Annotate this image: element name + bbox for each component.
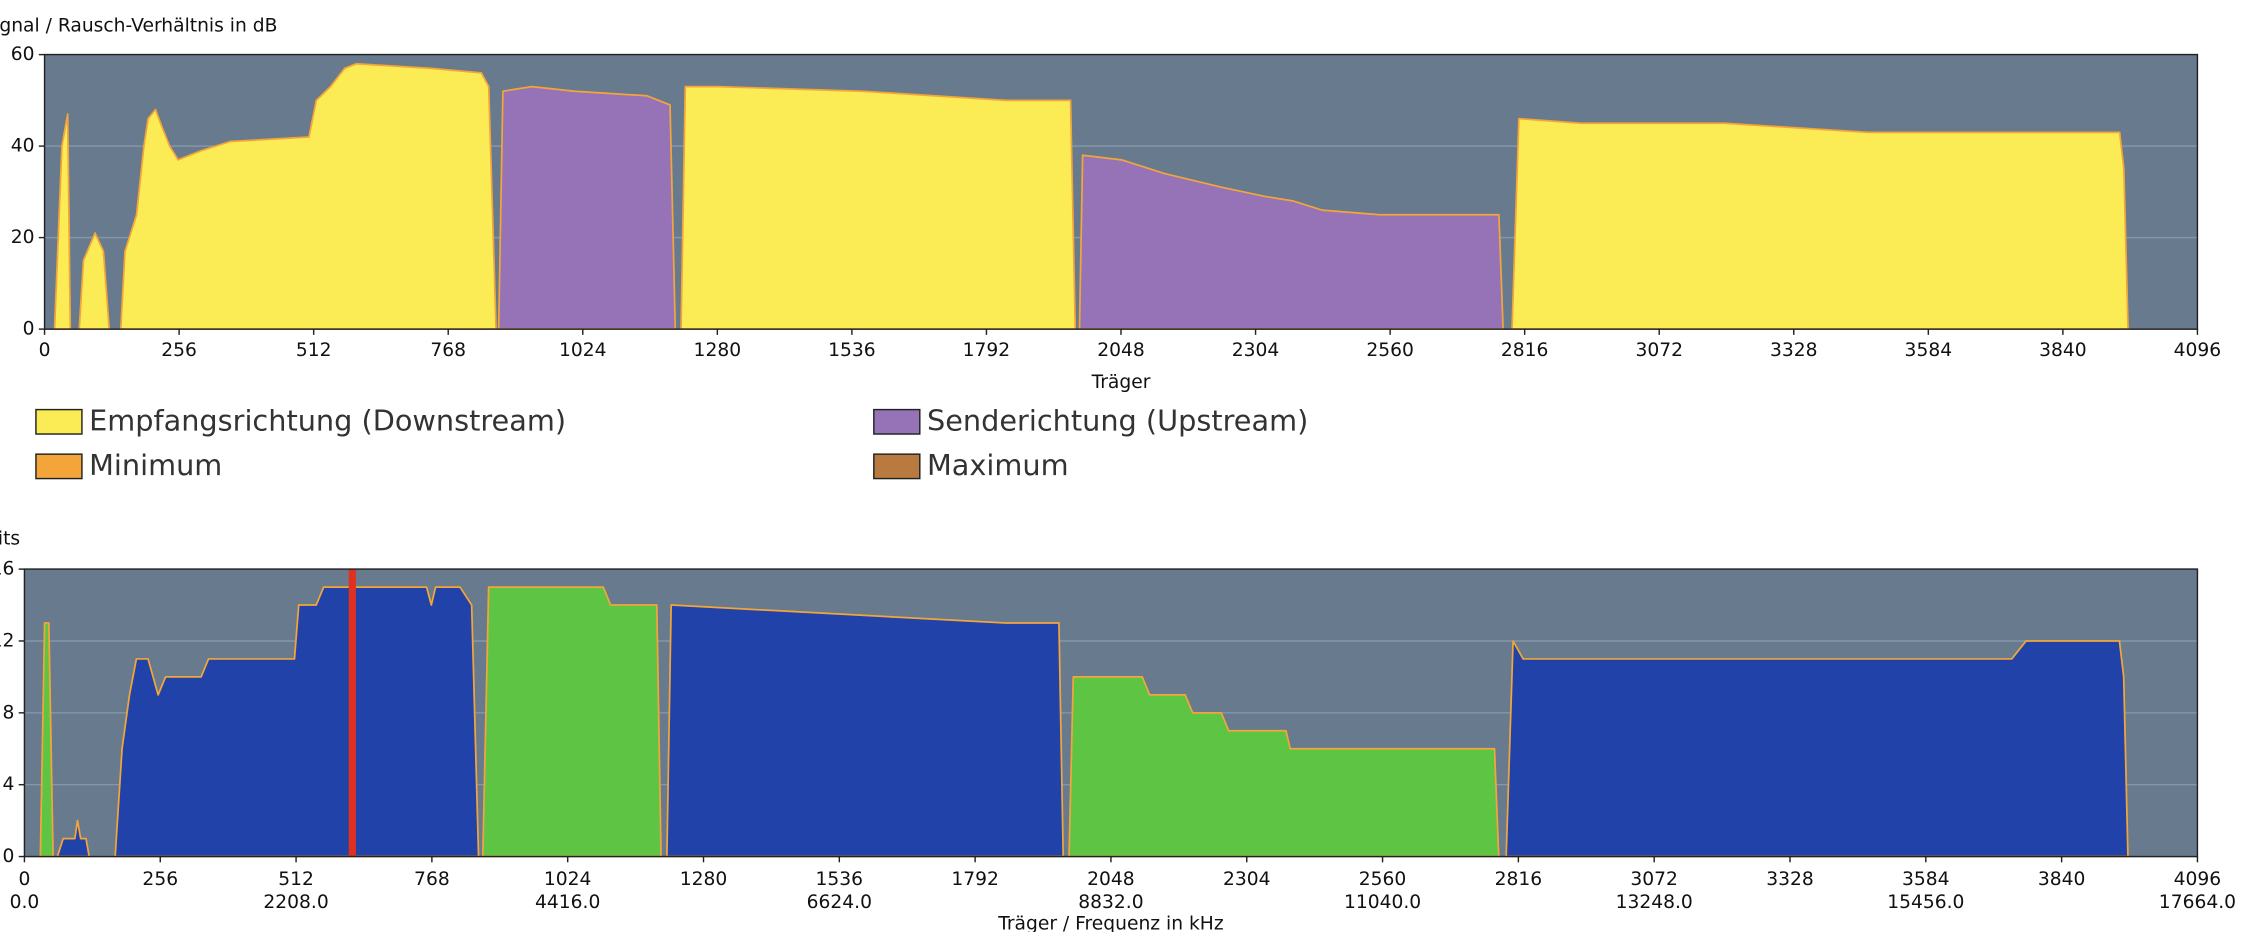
y-tick-label: 4 — [2, 774, 14, 795]
x-tick-label: 1024 — [544, 869, 592, 890]
x-tick-label: 1536 — [828, 340, 876, 361]
x-tick-label: 2816 — [1495, 869, 1543, 890]
y-tick-label: 16 — [0, 559, 14, 580]
x-tick-label: 2560 — [1359, 869, 1407, 890]
area — [497, 85, 1504, 330]
x-tick-label: 1792 — [951, 869, 999, 890]
x-tick-label: 4096 — [2174, 869, 2222, 890]
x2-tick-label: 13248.0 — [1616, 892, 1693, 913]
legend-label: Minimum — [89, 448, 222, 482]
y-tick-label: 0 — [23, 319, 35, 340]
y-tick-label: 60 — [11, 44, 35, 65]
legend-swatch — [873, 408, 921, 435]
x-tick-label: 0 — [18, 869, 30, 890]
x-tick-label: 3328 — [1770, 340, 1818, 361]
x2-tick-label: 15456.0 — [1887, 892, 1964, 913]
x-tick-label: 768 — [430, 340, 466, 361]
x-tick-label: 3840 — [2038, 869, 2086, 890]
x-tick-label: 2560 — [1366, 340, 1414, 361]
x-tick-label: 2048 — [1097, 340, 1145, 361]
legend-swatch — [35, 453, 83, 480]
x-tick-label: 4096 — [2174, 340, 2222, 361]
x-tick-label: 3072 — [1635, 340, 1683, 361]
legend-label: Maximum — [927, 448, 1069, 482]
x2-tick-label: 6624.0 — [807, 892, 872, 913]
y-tick-label: 8 — [2, 702, 14, 723]
legend-label: Senderichtung (Upstream) — [927, 404, 1308, 438]
x-tick-label: 2304 — [1232, 340, 1280, 361]
x-tick-label: 3072 — [1630, 869, 1678, 890]
x-tick-label: 0 — [39, 340, 51, 361]
x-axis-label: Träger / Frequenz in kHz — [997, 914, 1223, 932]
x-tick-label: 256 — [161, 340, 197, 361]
x-axis-label: Träger — [1091, 372, 1151, 393]
x-tick-label: 3584 — [1905, 340, 1953, 361]
y-tick-label: 40 — [11, 136, 35, 157]
x-tick-label: 3584 — [1902, 869, 1950, 890]
x2-tick-label: 4416.0 — [535, 892, 600, 913]
x-tick-label: 3840 — [2039, 340, 2087, 361]
x2-tick-label: 11040.0 — [1344, 892, 1421, 913]
y-axis-label: Bits — [0, 528, 20, 549]
x-tick-label: 1024 — [559, 340, 607, 361]
x-tick-label: 256 — [142, 869, 178, 890]
marker — [348, 569, 356, 857]
x2-tick-label: 2208.0 — [263, 892, 328, 913]
x2-tick-label: 8832.0 — [1078, 892, 1143, 913]
y-axis-label: Signal / Rausch-Verhältnis in dB — [0, 15, 277, 36]
x-tick-label: 768 — [414, 869, 450, 890]
legend-swatch — [35, 408, 83, 435]
x2-tick-label: 17664.0 — [2159, 892, 2236, 913]
area — [56, 586, 2129, 858]
x-tick-label: 2304 — [1223, 869, 1271, 890]
x-tick-label: 1280 — [694, 340, 742, 361]
x-tick-label: 2816 — [1501, 340, 1549, 361]
legend-swatch — [873, 453, 921, 480]
x-tick-label: 1536 — [816, 869, 864, 890]
x2-tick-label: 0.0 — [10, 892, 40, 913]
x-tick-label: 1280 — [680, 869, 728, 890]
x-tick-label: 1792 — [963, 340, 1011, 361]
x-tick-label: 3328 — [1766, 869, 1814, 890]
x-tick-label: 512 — [296, 340, 332, 361]
area — [53, 62, 2129, 330]
y-tick-label: 20 — [11, 227, 35, 248]
x-tick-label: 512 — [278, 869, 314, 890]
legend-label: Empfangsrichtung (Downstream) — [89, 404, 566, 438]
y-tick-label: 12 — [0, 630, 14, 651]
y-tick-label: 0 — [2, 846, 14, 867]
x-tick-label: 2048 — [1087, 869, 1135, 890]
